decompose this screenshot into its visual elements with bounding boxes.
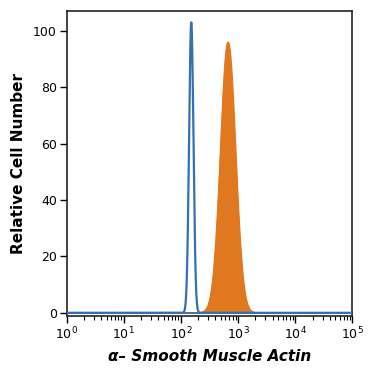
X-axis label: α– Smooth Muscle Actin: α– Smooth Muscle Actin <box>108 349 311 364</box>
Y-axis label: Relative Cell Number: Relative Cell Number <box>11 73 26 254</box>
